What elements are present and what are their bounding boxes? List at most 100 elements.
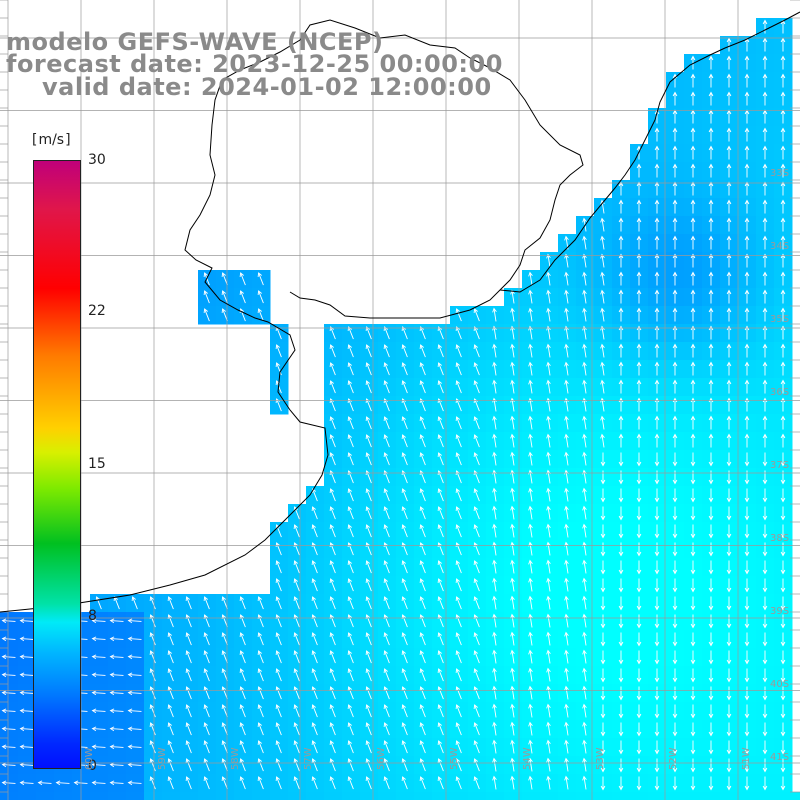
wind-arrow — [221, 740, 228, 754]
wind-arrow — [239, 758, 246, 772]
wind-arrow — [293, 650, 300, 664]
wind-arrow — [762, 19, 768, 34]
wind-arrow — [564, 703, 569, 718]
wind-arrow — [762, 217, 768, 232]
wind-arrow — [564, 523, 569, 538]
wind-arrow — [437, 776, 444, 790]
wind-arrow — [726, 650, 732, 665]
wind-arrow — [672, 181, 678, 196]
wind-arrow — [492, 649, 497, 664]
wind-arrow — [275, 614, 282, 628]
wind-arrow — [582, 379, 587, 394]
wind-arrow — [510, 325, 515, 340]
wind-arrow — [744, 524, 750, 539]
wind-arrow — [672, 704, 678, 719]
wind-arrow — [401, 560, 408, 574]
wind-arrow — [618, 524, 624, 539]
wind-arrow — [654, 668, 660, 683]
wind-arrow — [275, 740, 282, 754]
wind-arrow — [744, 325, 750, 340]
wind-arrow — [708, 433, 714, 448]
wind-arrow — [780, 253, 786, 268]
wind-arrow — [636, 379, 642, 394]
wind-arrow — [762, 578, 768, 593]
wind-arrow — [419, 560, 426, 574]
wind-arrow — [564, 721, 569, 736]
wind-arrow — [383, 650, 390, 664]
wind-arrow — [654, 578, 660, 593]
wind-arrow — [708, 145, 714, 160]
wind-arrow — [401, 722, 408, 736]
wind-arrow — [1, 618, 16, 624]
wind-arrow — [257, 632, 264, 646]
wind-arrow — [762, 289, 768, 304]
wind-arrow — [654, 740, 660, 755]
wind-arrow — [329, 704, 336, 718]
wind-arrow — [329, 326, 336, 340]
wind-arrow — [149, 722, 156, 736]
wind-arrow — [221, 650, 228, 664]
wind-arrow — [726, 758, 732, 773]
wind-speed-cell — [108, 792, 127, 800]
wind-arrow — [618, 289, 624, 304]
wind-arrow — [347, 776, 354, 790]
wind-arrow — [672, 343, 678, 358]
wind-arrow — [636, 776, 642, 791]
wind-arrow — [419, 722, 426, 736]
wind-arrow — [401, 434, 408, 448]
wind-arrow — [546, 685, 551, 700]
wind-arrow — [528, 577, 533, 592]
wind-arrow — [492, 775, 497, 790]
wind-arrow — [492, 703, 497, 718]
wind-arrow — [185, 722, 192, 736]
wind-arrow — [654, 632, 660, 647]
wind-arrow — [564, 667, 569, 682]
wind-arrow — [365, 632, 372, 646]
wind-arrow — [672, 433, 678, 448]
wind-arrow — [203, 632, 210, 646]
wind-arrow — [690, 379, 696, 394]
wind-arrow — [654, 596, 660, 611]
wind-arrow — [401, 704, 408, 718]
wind-arrow — [636, 217, 642, 232]
wind-arrow — [654, 722, 660, 737]
wind-arrow — [690, 415, 696, 430]
wind-arrow — [167, 650, 174, 664]
wind-arrow — [744, 542, 750, 557]
wind-arrow — [510, 739, 515, 754]
wind-arrow — [708, 253, 714, 268]
wind-arrow — [347, 344, 354, 358]
colorbar-tick: 30 — [88, 152, 106, 168]
wind-arrow — [636, 253, 642, 268]
wind-arrow — [636, 433, 642, 448]
wind-speed-cell — [774, 792, 793, 800]
wind-arrow — [257, 668, 264, 682]
wind-arrow — [690, 361, 696, 376]
wind-arrow — [672, 542, 678, 557]
wind-arrow — [654, 145, 660, 160]
longitude-label: 52W — [668, 747, 679, 770]
wind-arrow — [347, 632, 354, 646]
wind-arrow — [600, 614, 606, 629]
wind-arrow — [618, 325, 624, 340]
wind-arrow — [510, 613, 515, 628]
wind-arrow — [492, 559, 497, 574]
wind-arrow — [546, 253, 551, 268]
longitude-label: 53W — [595, 747, 606, 770]
wind-arrow — [19, 708, 34, 714]
wind-arrow — [636, 361, 642, 376]
wind-arrow — [546, 451, 551, 466]
wind-arrow — [726, 542, 732, 557]
wind-arrow — [582, 595, 587, 610]
wind-arrow — [582, 631, 587, 646]
wind-speed-cell — [450, 792, 469, 800]
wind-arrow — [510, 667, 515, 682]
wind-arrow — [690, 740, 696, 755]
wind-arrow — [672, 325, 678, 340]
wind-arrow — [762, 271, 768, 286]
wind-arrow — [293, 722, 300, 736]
wind-arrow — [365, 380, 372, 394]
wind-arrow — [528, 271, 533, 286]
wind-arrow — [618, 632, 624, 647]
wind-arrow — [492, 721, 497, 736]
